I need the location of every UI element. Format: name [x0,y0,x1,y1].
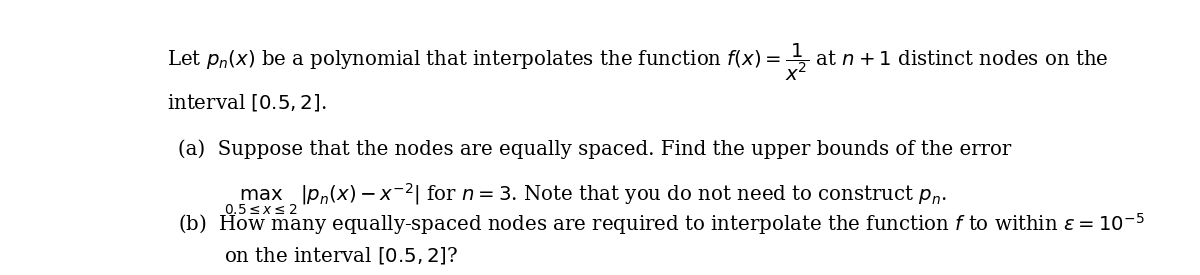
Text: interval $[0.5, 2]$.: interval $[0.5, 2]$. [167,92,326,113]
Text: Let $p_n(x)$ be a polynomial that interpolates the function $f(x) = \dfrac{1}{x^: Let $p_n(x)$ be a polynomial that interp… [167,42,1108,83]
Text: $\underset{0.5\leq x\leq 2}{\max}\,|p_n(x) - x^{-2}|$ for $n = 3$. Note that you: $\underset{0.5\leq x\leq 2}{\max}\,|p_n(… [224,181,948,217]
Text: on the interval $[0.5, 2]$?: on the interval $[0.5, 2]$? [224,245,458,266]
Text: (a)  Suppose that the nodes are equally spaced. Find the upper bounds of the err: (a) Suppose that the nodes are equally s… [178,139,1012,158]
Text: (b)  How many equally-spaced nodes are required to interpolate the function $f$ : (b) How many equally-spaced nodes are re… [178,211,1145,237]
